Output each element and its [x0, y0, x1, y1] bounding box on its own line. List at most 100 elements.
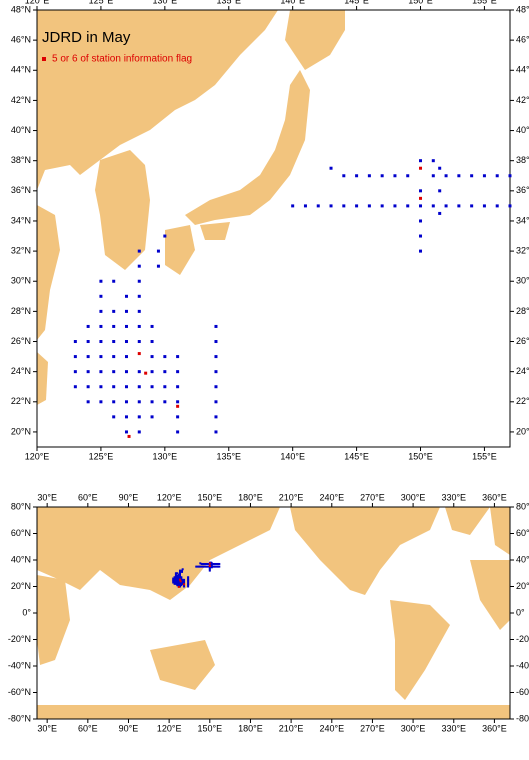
station — [156, 249, 160, 253]
station — [124, 400, 128, 404]
station — [99, 309, 103, 313]
station — [367, 174, 371, 178]
station — [482, 204, 486, 208]
station — [150, 385, 154, 389]
y-tick-label: -20°N — [8, 634, 31, 644]
world-station — [202, 565, 205, 568]
y-tick-label: 22°N — [11, 396, 31, 406]
station — [214, 400, 218, 404]
taiwan — [37, 352, 48, 405]
world-station — [216, 565, 219, 568]
north-america — [290, 507, 440, 595]
station — [329, 204, 333, 208]
world-station — [176, 574, 179, 577]
station — [176, 355, 180, 359]
world-station — [187, 585, 190, 588]
y-tick-label: -60°N — [516, 687, 529, 697]
world-station — [216, 562, 219, 565]
world-station — [178, 569, 181, 572]
y-tick-label: 36°N — [11, 185, 31, 195]
world-station — [208, 566, 211, 569]
x-tick-label: 120°E — [157, 723, 182, 733]
main-frame — [36, 9, 511, 448]
station — [214, 340, 218, 344]
world-station — [177, 578, 180, 581]
station — [176, 430, 180, 434]
world-station — [187, 581, 190, 584]
station — [406, 174, 410, 178]
station — [150, 324, 154, 328]
station — [438, 211, 442, 215]
x-tick-label: 150°E — [197, 492, 222, 502]
x-tick-label: 330°E — [441, 492, 466, 502]
station — [176, 385, 180, 389]
station — [329, 166, 333, 170]
y-tick-label: -80°N — [8, 713, 31, 723]
main-land — [36, 9, 511, 448]
station — [137, 415, 141, 419]
station — [495, 174, 499, 178]
world-station — [183, 581, 186, 584]
x-tick-label: 135°E — [216, 0, 241, 5]
world-station — [200, 562, 203, 565]
x-tick-label: 140°E — [280, 451, 305, 461]
station — [137, 400, 141, 404]
station — [214, 355, 218, 359]
station — [124, 430, 128, 434]
world-flagged-station — [208, 562, 211, 565]
world-station — [173, 576, 176, 579]
world-station — [178, 574, 181, 577]
y-tick-label: 24°N — [11, 366, 31, 376]
world-station — [178, 576, 181, 579]
world-station — [214, 562, 217, 565]
station — [150, 370, 154, 374]
y-tick-label: 40°N — [11, 554, 31, 564]
station — [112, 340, 116, 344]
station — [163, 385, 167, 389]
world-station — [178, 585, 181, 588]
station — [156, 264, 160, 268]
africa-east — [470, 560, 510, 630]
station — [176, 415, 180, 419]
hokkaido — [285, 10, 345, 70]
station — [214, 430, 218, 434]
station — [112, 385, 116, 389]
world-flagged-station — [179, 580, 182, 583]
world-station — [180, 578, 183, 581]
world-station — [181, 581, 184, 584]
world-station — [181, 582, 184, 585]
x-tick-label: 125°E — [89, 451, 114, 461]
australia — [150, 640, 215, 690]
world-station — [178, 577, 181, 580]
station — [355, 174, 359, 178]
world-station — [180, 576, 183, 579]
x-tick-label: 240°E — [319, 492, 344, 502]
station — [112, 400, 116, 404]
station — [470, 204, 474, 208]
y-tick-label: 0° — [22, 607, 31, 617]
world-station — [208, 569, 211, 572]
x-tick-label: 240°E — [319, 723, 344, 733]
station — [137, 385, 141, 389]
station — [99, 400, 103, 404]
y-tick-label: 20°N — [516, 426, 529, 436]
world-station — [210, 562, 213, 565]
y-tick-label: -20°N — [516, 634, 529, 644]
station — [176, 370, 180, 374]
station — [431, 204, 435, 208]
world-station — [177, 582, 180, 585]
station — [73, 340, 77, 344]
world-station — [176, 578, 179, 581]
world-station — [177, 576, 180, 579]
station — [214, 385, 218, 389]
y-tick-label: 26°N — [11, 336, 31, 346]
station — [150, 415, 154, 419]
world-station — [202, 562, 205, 565]
y-tick-label: 34°N — [11, 215, 31, 225]
x-tick-label: 150°E — [197, 723, 222, 733]
station — [342, 204, 346, 208]
world-station — [187, 578, 190, 581]
y-tick-label: 24°N — [516, 366, 529, 376]
flagged-station — [419, 166, 423, 170]
y-tick-label: 30°N — [11, 276, 31, 286]
